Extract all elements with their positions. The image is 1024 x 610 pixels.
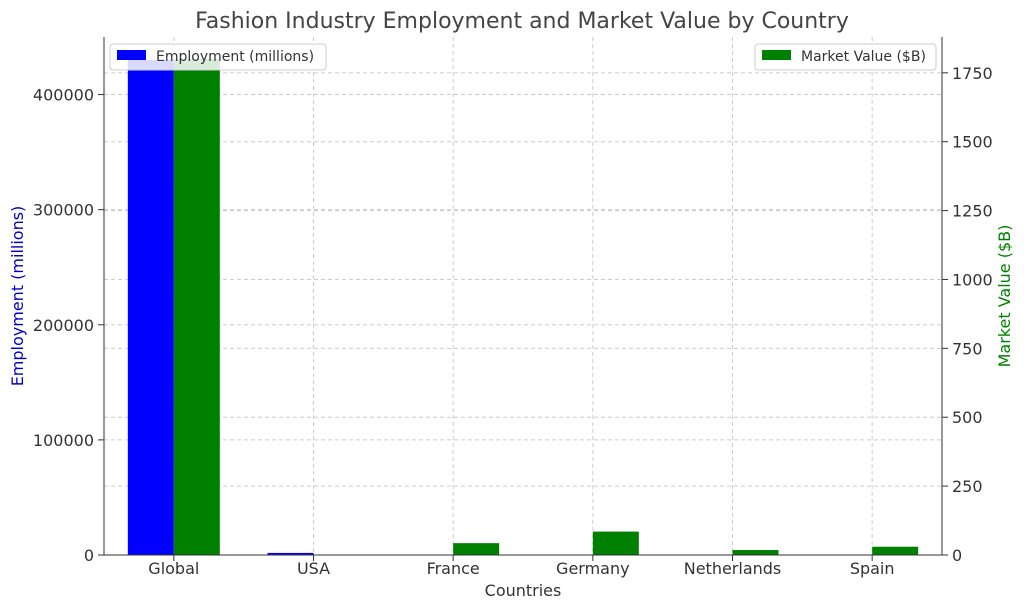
y-left-tick-label: 400000 (33, 86, 94, 105)
y-right-tick-label: 250 (952, 477, 983, 496)
legend-employment: Employment (millions) (109, 43, 327, 71)
x-tick-label: USA (297, 559, 330, 578)
market-value-bar-germany (592, 531, 639, 555)
left-tick-labels: 0 100000 200000 300000 400000 (33, 86, 104, 565)
legend-employment-label: Employment (millions) (156, 49, 314, 65)
legend-employment-swatch (117, 50, 146, 60)
y-left-tick-label: 200000 (33, 316, 94, 335)
x-axis-label: Countries (485, 581, 562, 600)
y-right-tick-label: 1250 (952, 202, 993, 221)
market-value-bar-spain (872, 546, 919, 555)
x-tick-label: Germany (556, 559, 630, 578)
grid (104, 37, 942, 556)
x-tick-label: Global (148, 559, 199, 578)
legend-employment-box (109, 43, 327, 71)
y-right-tick-label: 1750 (952, 64, 993, 83)
legend-market-value: Market Value ($B) (754, 43, 937, 71)
x-tick-labels: Global USA France Germany Netherlands Spain (148, 555, 895, 578)
axes (103, 37, 943, 556)
x-tick-label: France (427, 559, 480, 578)
y-right-axis-label: Market Value ($B) (995, 225, 1014, 368)
chart-title: Fashion Industry Employment and Market V… (195, 9, 849, 34)
legend-market-value-box (754, 43, 937, 71)
y-right-tick-label: 1500 (952, 133, 993, 152)
legend-market-value-label: Market Value ($B) (801, 49, 926, 65)
x-tick-label: Spain (850, 559, 895, 578)
bars (127, 59, 919, 556)
employment-bar-global (127, 60, 174, 556)
y-right-tick-label: 1000 (952, 270, 993, 289)
y-left-tick-label: 100000 (33, 431, 94, 450)
market-value-bar-france (453, 543, 500, 555)
y-left-tick-label: 0 (84, 546, 94, 565)
y-left-axis-label: Employment (millions) (8, 206, 27, 387)
y-right-tick-label: 750 (952, 339, 983, 358)
legend-market-value-swatch (762, 50, 791, 60)
x-tick-label: Netherlands (684, 559, 782, 578)
employment-bar-usa (267, 552, 314, 555)
y-right-tick-label: 0 (952, 546, 962, 565)
market-value-bar-netherlands (732, 550, 779, 555)
market-value-bar-global (173, 59, 220, 556)
y-left-tick-label: 300000 (33, 201, 94, 220)
y-right-tick-label: 500 (952, 408, 983, 427)
right-tick-labels: 0 250 500 750 1000 1250 1500 1750 (942, 64, 993, 565)
